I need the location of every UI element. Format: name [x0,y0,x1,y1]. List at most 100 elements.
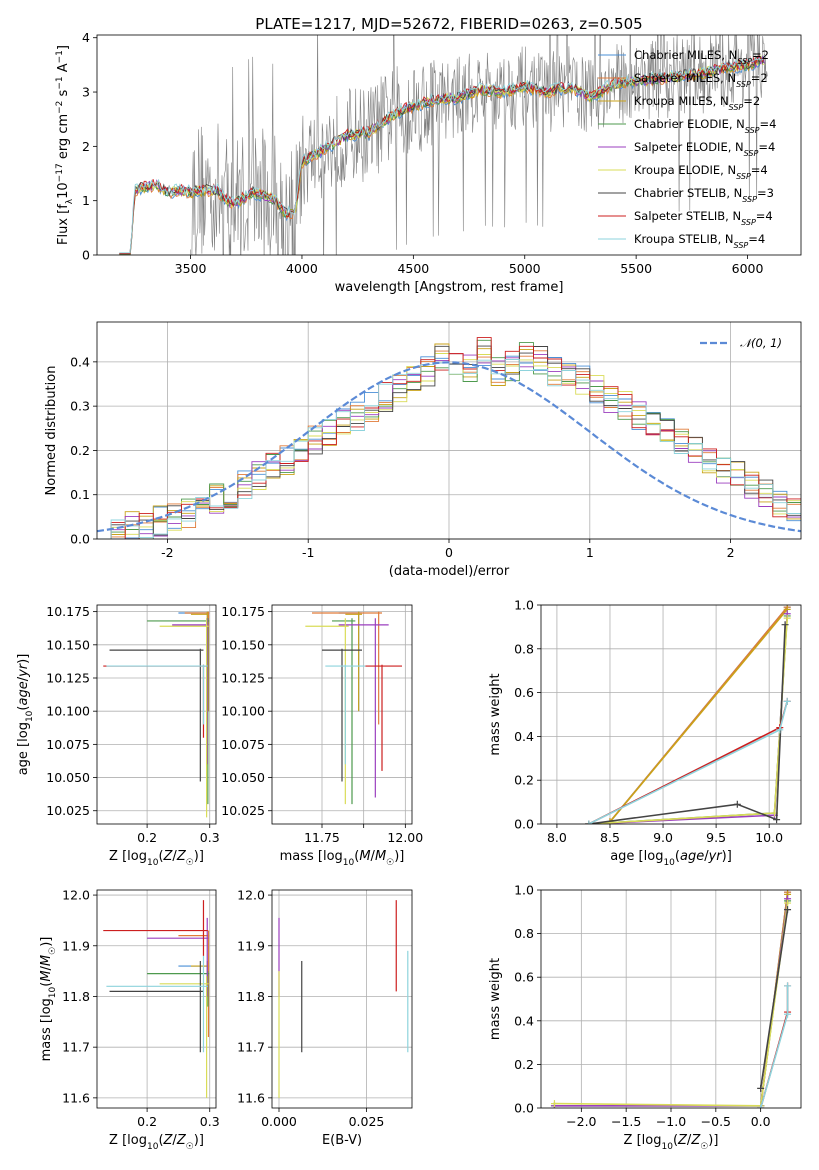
x-axis-label: mass [log10(M/M☉)] [280,849,405,868]
y-tick-label: 12.0 [237,888,265,903]
y-tick-label: 11.6 [62,1090,90,1105]
mass-vs-metallicity-panel: 0.2 0.3 11.6 11.7 11.8 11.9 12.0 Z [log10(Z/Z☉)… [39,888,220,1152]
x-tick-label: 5500 [620,261,652,276]
y-tick-label: 0.2 [514,1057,534,1072]
grid-lines [97,890,216,1108]
x-axis-label: wavelength [Angstrom, rest frame] [335,280,564,295]
x-tick-label: 4000 [286,261,318,276]
y-tick-label: 0.6 [514,685,534,700]
y-tick-label: 10.175 [221,604,265,619]
axes-frame [540,604,802,825]
x-axis-label: (data-model)/error [389,564,510,579]
figure-title: PLATE=1217, MJD=52672, FIBERID=0263, z=0… [255,15,642,33]
mass-weight-marker [776,726,784,734]
age-vs-mass-panel: 11.75 12.00 10.025 10.050 10.075 10.100 10.125… [221,604,423,868]
legend: 𝒩(0, 1) [700,336,782,350]
y-tick-label: 0.3 [70,399,90,414]
y-tick-label: 0.4 [70,354,90,369]
legend-entry: Kroupa ELODIE, NSSP=4 [634,163,768,181]
legend-entry: Kroupa MILES, NSSP=2 [634,94,760,112]
mass-weight-vs-age-panel: 8.0 8.5 9.0 9.5 10.0 0.0 0.2 0.4 0.6 0.8 1.0 age [l… [488,598,802,868]
y-tick-label: 10.050 [46,770,90,785]
x-tick-label: 8.5 [600,830,620,845]
x-tick-label: −1.0 [656,1114,686,1129]
y-tick-label: 11.7 [62,1040,90,1055]
mass-weight-line [588,624,786,824]
axes-frame [540,889,802,1109]
y-tick-label: 10.150 [221,637,265,652]
y-tick-label: 10.025 [46,803,90,818]
y-tick-label: 0.8 [514,641,534,656]
plot-area [97,337,801,539]
x-tick-label: -1 [302,545,314,560]
legend-entry: Salpeter MILES, NSSP=2 [634,71,768,89]
legend-entry: Salpeter STELIB, NSSP=4 [634,209,773,227]
spectrum-panel: 3500 4000 4500 5000 5500 6000 0 1 2 3 4 wavelength … [55,30,802,295]
x-tick-label: 0.0 [751,1114,771,1129]
legend-entry: Chabrier STELIB, NSSP=3 [634,186,774,204]
x-tick-label: 9.0 [653,830,673,845]
mass-weight-marker [784,1010,792,1018]
y-tick-label: 1 [82,193,90,208]
axes-frame [96,34,802,256]
age-vs-metallicity-panel: 0.2 0.3 10.025 10.050 10.075 10.100 10.125 10.1… [16,604,220,868]
y-tick-label: 0.6 [514,970,534,985]
mass-weight-marker [773,816,781,824]
plot-area [585,605,791,824]
observed-spectrum [190,35,768,255]
y-tick-label: 0.1 [70,487,90,502]
y-tick-label: 10.075 [221,737,265,752]
legend-entry: 𝒩(0, 1) [740,336,782,350]
residuals-panel: -2 -1 0 1 2 0.0 0.1 0.2 0.3 0.4 (data-model)/error… [44,321,802,579]
x-tick-label: 2 [727,545,735,560]
x-tick-label: 4500 [397,261,429,276]
legend-entry: Kroupa STELIB, NSSP=4 [634,232,765,250]
model-spectrum [129,56,765,255]
y-tick-label: 0.2 [514,773,534,788]
y-tick-label: 0.4 [514,729,534,744]
y-tick-label: 10.175 [46,604,90,619]
axes-frame [96,604,217,825]
grid-lines [97,605,216,824]
residual-histogram [97,359,801,539]
x-tick-label: 12.00 [387,830,423,845]
y-axis-label: mass weight [488,673,503,755]
x-axis-label: Z [log10(Z/Z☉)] [109,1133,204,1152]
y-tick-label: 0.0 [514,1101,534,1116]
y-tick-label: 2 [82,139,90,154]
x-tick-label: 3500 [175,261,207,276]
legend-entry: Chabrier ELODIE, NSSP=4 [634,117,776,135]
mass-weight-line [609,608,788,823]
y-tick-label: 10.050 [221,770,265,785]
x-tick-label: 0.000 [261,1114,297,1129]
y-axis-label: mass weight [488,958,503,1040]
axes-frame [96,889,217,1109]
y-tick-label: 10.025 [221,803,265,818]
x-tick-label: 6000 [732,261,764,276]
mass-weight-marker [783,614,791,622]
plot-area [103,611,210,818]
mass-weight-marker [733,800,741,808]
plot-area [103,900,210,1098]
mass-weight-line [759,909,789,1089]
plot-area [550,890,792,1108]
mass-weight-marker [781,621,789,629]
legend-entry: Chabrier MILES, NSSP=2 [634,48,769,66]
axes-frame [271,889,413,1109]
x-axis-label: age [log10(age/yr)] [610,849,732,868]
y-tick-label: 10.125 [221,671,265,686]
y-tick-label: 1.0 [514,883,534,898]
mass-weight-marker [550,1100,558,1108]
y-tick-label: 11.8 [237,989,265,1004]
y-axis-label: age [log10(age/yr)] [16,654,35,776]
x-tick-label: −2.0 [566,1114,596,1129]
x-tick-label: −0.5 [701,1114,731,1129]
x-tick-label: 0.2 [137,830,157,845]
mass-weight-marker [784,906,792,914]
y-tick-label: 12.0 [62,888,90,903]
y-tick-label: 10.150 [46,637,90,652]
y-tick-label: 3 [82,85,90,100]
x-tick-label: 5000 [509,261,541,276]
mass-weight-marker [784,982,792,990]
